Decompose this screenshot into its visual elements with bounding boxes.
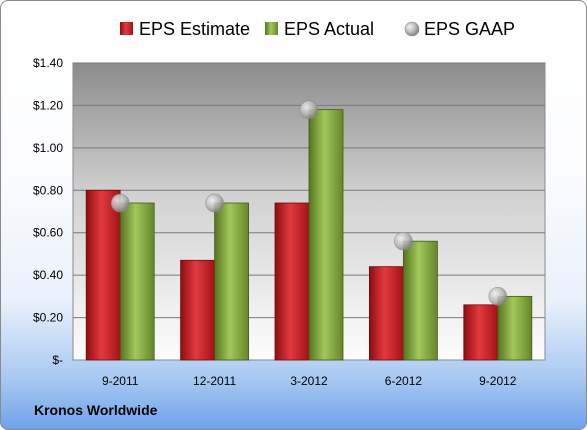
x-axis: 9-2011 12-2011 3-2012 6-2012 9-2012 — [102, 374, 517, 388]
company-name: Kronos Worldwide — [34, 402, 158, 418]
y-tick-label: $0.40 — [33, 268, 63, 282]
legend-label: EPS Estimate — [139, 19, 250, 39]
y-tick-label: $1.00 — [33, 141, 63, 155]
bar-eps-actual — [308, 109, 344, 361]
y-tick-label: $1.40 — [33, 56, 63, 70]
legend-label: EPS GAAP — [424, 19, 515, 39]
bar-eps-estimate — [85, 189, 121, 361]
legend-swatch — [120, 22, 133, 35]
bar-eps-estimate — [368, 266, 404, 361]
marker-eps-gaap — [394, 231, 413, 251]
bar-eps-estimate — [463, 304, 499, 361]
y-tick-label: $0.60 — [33, 226, 63, 240]
y-tick-label: $1.20 — [33, 98, 63, 112]
x-tick-label: 9-2011 — [102, 374, 139, 388]
x-tick-label: 6-2012 — [385, 374, 423, 388]
legend-swatch — [265, 22, 278, 35]
y-tick-label: $- — [52, 353, 63, 367]
gaap-markers — [110, 100, 508, 306]
bars — [85, 109, 533, 361]
x-tick-label: 9-2012 — [479, 374, 517, 388]
y-axis: $- $0.20 $0.40 $0.60 $0.80 $1.00 $1.20 $1.40 — [33, 56, 63, 367]
x-tick-label: 12-2011 — [193, 374, 236, 388]
legend-label: EPS Actual — [284, 19, 374, 39]
marker-eps-gaap — [299, 100, 319, 119]
legend: EPS Estimate EPS Actual EPS GAAP — [120, 19, 515, 39]
bar-eps-actual — [214, 202, 250, 361]
marker-eps-gaap — [488, 287, 508, 306]
x-tick-label: 3-2012 — [290, 374, 328, 388]
bar-eps-estimate — [180, 259, 216, 361]
marker-eps-gaap — [205, 193, 224, 213]
marker-eps-gaap — [110, 193, 130, 213]
y-tick-label: $0.20 — [33, 311, 63, 325]
bar-eps-actual — [402, 240, 438, 361]
legend-swatch — [404, 21, 420, 37]
bar-eps-estimate — [274, 202, 310, 361]
bar-eps-actual — [119, 202, 155, 361]
y-tick-label: $0.80 — [33, 183, 63, 197]
bar-eps-actual — [497, 295, 533, 361]
